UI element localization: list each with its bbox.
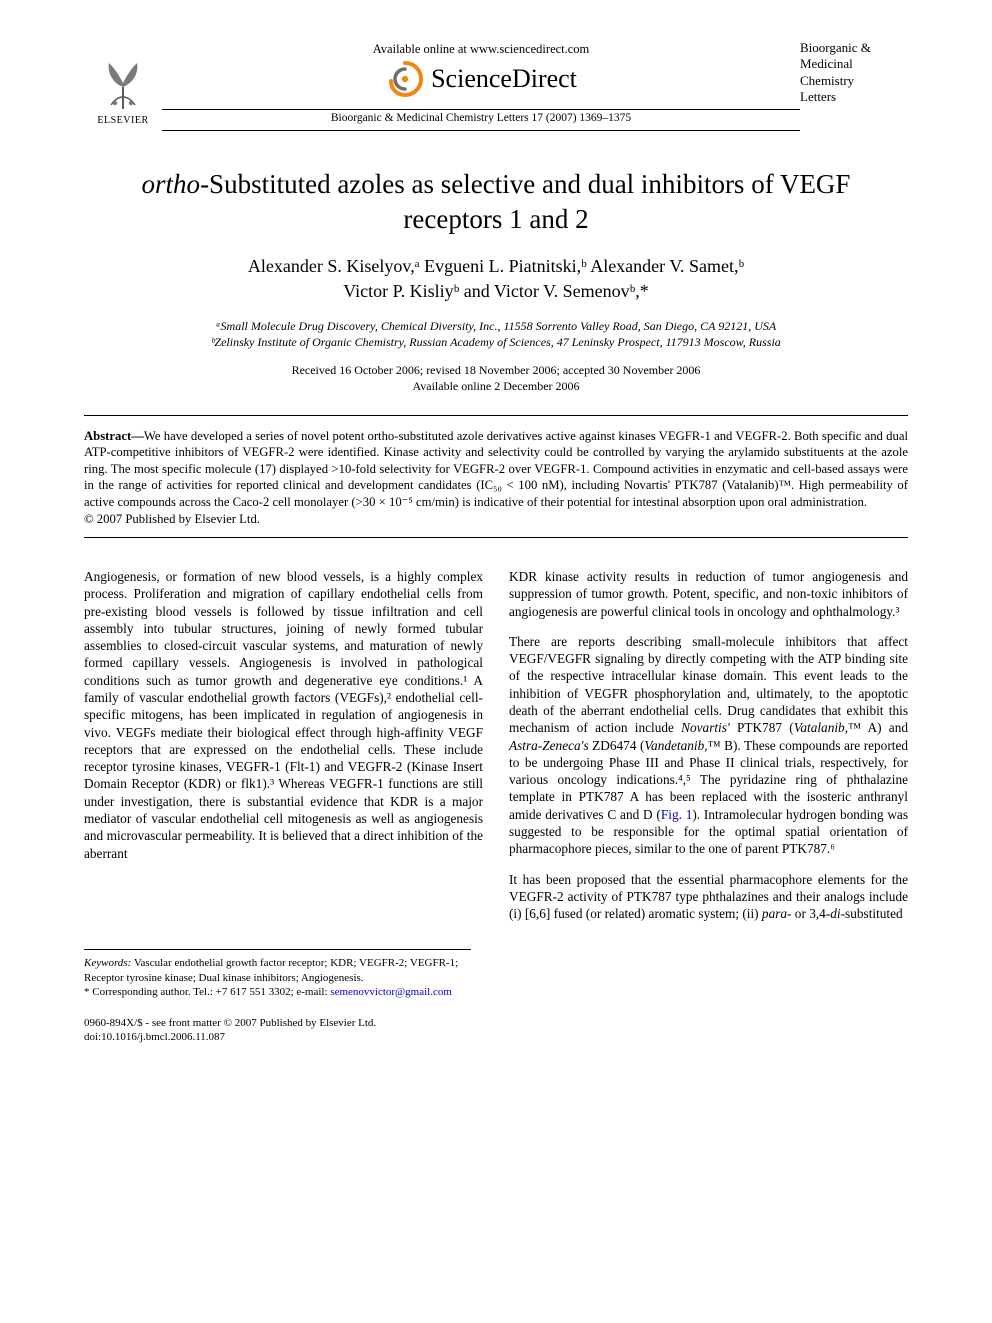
elsevier-logo: ELSEVIER <box>84 38 162 126</box>
dates-online: Available online 2 December 2006 <box>84 378 908 394</box>
corresponding-author: * Corresponding author. Tel.: +7 617 551… <box>84 985 471 1000</box>
header-rule-1 <box>162 109 800 110</box>
sciencedirect-text: ScienceDirect <box>431 64 577 94</box>
journal-reference: Bioorganic & Medicinal Chemistry Letters… <box>162 112 800 124</box>
journal-line-4: Letters <box>800 89 908 105</box>
elsevier-label: ELSEVIER <box>97 115 148 126</box>
abstract-text: Abstract—We have developed a series of n… <box>84 428 908 511</box>
affiliation-a: ᵃSmall Molecule Drug Discovery, Chemical… <box>84 318 908 334</box>
column-right: KDR kinase activity results in reduction… <box>509 568 908 935</box>
right-p3: It has been proposed that the essential … <box>509 871 908 923</box>
title-rest: -Substituted azoles as selective and dua… <box>200 169 850 234</box>
body-columns: Angiogenesis, or formation of new blood … <box>84 568 908 935</box>
right-p1: KDR kinase activity results in reduction… <box>509 568 908 620</box>
corresponding-email-link[interactable]: semenovvictor@gmail.com <box>330 986 452 998</box>
doi-line: doi:10.1016/j.bmcl.2006.11.087 <box>84 1030 908 1044</box>
journal-name-box: Bioorganic & Medicinal Chemistry Letters <box>800 38 908 105</box>
footnotes: Keywords: Vascular endothelial growth fa… <box>84 949 471 1000</box>
page-header: ELSEVIER Available online at www.science… <box>84 38 908 131</box>
figure-1-link[interactable]: Fig. 1 <box>661 807 693 822</box>
abstract-block: Abstract—We have developed a series of n… <box>84 415 908 539</box>
header-rule-2 <box>162 130 800 131</box>
article-title: ortho-Substituted azoles as selective an… <box>124 167 868 236</box>
keywords-text: Vascular endothelial growth factor recep… <box>84 957 458 984</box>
affiliations: ᵃSmall Molecule Drug Discovery, Chemical… <box>84 318 908 350</box>
bottom-info: 0960-894X/$ - see front matter © 2007 Pu… <box>84 1016 908 1045</box>
abstract-lead: Abstract— <box>84 429 144 443</box>
center-header: Available online at www.sciencedirect.co… <box>162 38 800 131</box>
authors-line-1: Alexander S. Kiselyov,ᵃ Evgueni L. Piatn… <box>114 254 878 279</box>
article-dates: Received 16 October 2006; revised 18 Nov… <box>84 362 908 394</box>
sciencedirect-swirl-icon <box>385 59 425 99</box>
journal-line-3: Chemistry <box>800 73 908 89</box>
left-p1: Angiogenesis, or formation of new blood … <box>84 568 483 862</box>
abstract-copyright: © 2007 Published by Elsevier Ltd. <box>84 512 908 527</box>
front-matter-line: 0960-894X/$ - see front matter © 2007 Pu… <box>84 1016 908 1030</box>
keywords: Keywords: Vascular endothelial growth fa… <box>84 956 471 985</box>
affiliation-b: ᵇZelinsky Institute of Organic Chemistry… <box>84 334 908 350</box>
right-p2: There are reports describing small-molec… <box>509 633 908 858</box>
title-prefix-italic: ortho <box>142 169 201 199</box>
authors-line-2: Victor P. Kisliyᵇ and Victor V. Semenovᵇ… <box>114 279 878 304</box>
author-list: Alexander S. Kiselyov,ᵃ Evgueni L. Piatn… <box>114 254 878 304</box>
journal-line-1: Bioorganic & <box>800 40 908 56</box>
abstract-body: We have developed a series of novel pote… <box>84 429 908 509</box>
dates-received: Received 16 October 2006; revised 18 Nov… <box>84 362 908 378</box>
keywords-lead: Keywords: <box>84 957 131 969</box>
column-left: Angiogenesis, or formation of new blood … <box>84 568 483 935</box>
journal-line-2: Medicinal <box>800 56 908 72</box>
sciencedirect-logo: ScienceDirect <box>385 59 577 99</box>
available-online-text: Available online at www.sciencedirect.co… <box>162 42 800 57</box>
elsevier-tree-icon <box>93 53 153 113</box>
